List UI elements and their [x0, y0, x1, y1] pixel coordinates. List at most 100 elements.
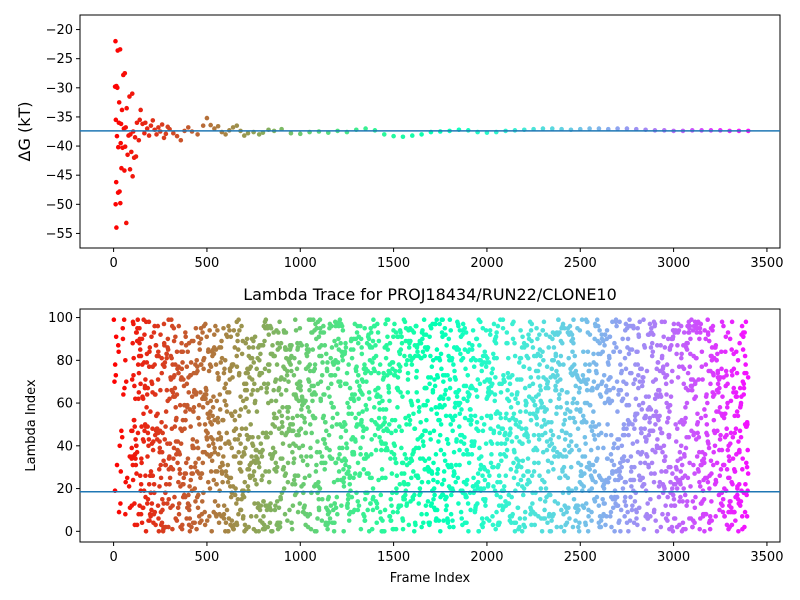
lambda-point — [548, 398, 553, 404]
lambda-point — [371, 317, 376, 322]
lambda-point — [557, 330, 562, 335]
lambda-point — [732, 469, 738, 474]
lambda-point — [370, 360, 375, 365]
lambda-point — [267, 362, 272, 367]
lambda-point — [338, 379, 343, 384]
lambda-point — [284, 347, 289, 352]
lambda-point — [580, 413, 586, 419]
lambda-point — [347, 481, 353, 487]
lambda-point — [111, 317, 117, 322]
lambda-point — [374, 501, 380, 506]
lambda-point — [511, 475, 517, 481]
lambda-point — [511, 460, 516, 466]
lambda-point — [227, 328, 232, 333]
lambda-point — [279, 456, 285, 461]
lambda-point — [713, 479, 719, 485]
lambda-point — [197, 422, 202, 427]
lambda-point — [159, 419, 164, 425]
lambda-point — [144, 360, 150, 365]
lambda-point — [566, 486, 571, 491]
lambda-point — [332, 338, 337, 344]
lambda-point — [505, 387, 510, 393]
lambda-point — [702, 529, 707, 534]
lambda-point — [711, 449, 716, 455]
lambda-point — [566, 505, 571, 511]
lambda-point — [618, 529, 623, 534]
lambda-point — [417, 486, 423, 491]
lambda-point — [354, 330, 360, 335]
lambda-point — [508, 405, 514, 410]
lambda-point — [495, 323, 501, 329]
lambda-point — [559, 428, 565, 434]
lambda-point — [512, 529, 518, 534]
lambda-point — [179, 340, 184, 346]
lambda-point — [406, 522, 412, 528]
lambda-point — [457, 411, 463, 417]
lambda-point — [276, 505, 282, 511]
lambda-point — [181, 481, 186, 487]
lambda-point — [737, 503, 743, 508]
lambda-point — [607, 387, 613, 393]
lambda-point — [143, 529, 149, 534]
lambda-point — [729, 319, 735, 325]
lambda-point — [487, 473, 492, 479]
lambda-point — [487, 377, 493, 382]
lambda-point — [454, 437, 459, 442]
delta-g-point — [116, 100, 122, 105]
lambda-point — [680, 499, 685, 504]
lambda-point — [450, 518, 455, 523]
lambda-point — [527, 366, 532, 372]
lambda-point — [706, 338, 712, 344]
lambda-point — [730, 456, 736, 461]
lambda-point — [730, 481, 735, 487]
lambda-point — [582, 434, 588, 440]
lambda-point — [537, 332, 542, 337]
lambda-point — [390, 509, 396, 515]
lambda-point — [518, 355, 524, 361]
lambda-point — [315, 439, 320, 444]
delta-g-point — [143, 120, 148, 126]
lambda-point — [715, 351, 720, 357]
lambda-point — [662, 486, 667, 491]
lambda-point — [412, 353, 418, 359]
lambda-point — [195, 445, 201, 451]
lambda-point — [571, 340, 576, 346]
lambda-point — [291, 460, 296, 466]
delta-g-point — [125, 152, 130, 158]
lambda-point — [430, 358, 436, 363]
lambda-point — [457, 400, 463, 406]
lambda-point — [122, 385, 127, 391]
lambda-point — [515, 400, 521, 406]
lambda-point — [646, 464, 651, 470]
lambda-point — [115, 343, 121, 348]
lambda-point — [393, 460, 399, 466]
lambda-point — [246, 467, 252, 472]
lambda-point — [537, 496, 543, 502]
lambda-point — [683, 526, 688, 532]
lambda-point — [289, 368, 294, 374]
lambda-point — [602, 400, 608, 406]
lambda-point — [261, 522, 267, 528]
lambda-point — [477, 467, 483, 472]
lambda-point — [601, 338, 606, 344]
lambda-point — [260, 343, 266, 348]
lambda-point — [724, 405, 730, 410]
lambda-point — [451, 449, 457, 455]
lambda-point — [148, 409, 153, 414]
lambda-point — [397, 424, 402, 429]
lambda-point — [433, 452, 439, 457]
lambda-points — [111, 317, 751, 534]
lambda-point — [249, 454, 254, 459]
lambda-point — [639, 383, 645, 389]
lambda-point — [405, 390, 411, 395]
lambda-point — [739, 323, 745, 329]
lambda-point — [698, 415, 704, 421]
lambda-point — [665, 494, 670, 500]
delta-g-point — [122, 144, 128, 149]
lambda-point — [200, 405, 206, 410]
lambda-point — [371, 405, 377, 410]
lambda-point — [532, 402, 538, 408]
lambda-point — [239, 426, 245, 432]
lambda-point — [385, 317, 391, 322]
lambda-point — [480, 325, 486, 331]
